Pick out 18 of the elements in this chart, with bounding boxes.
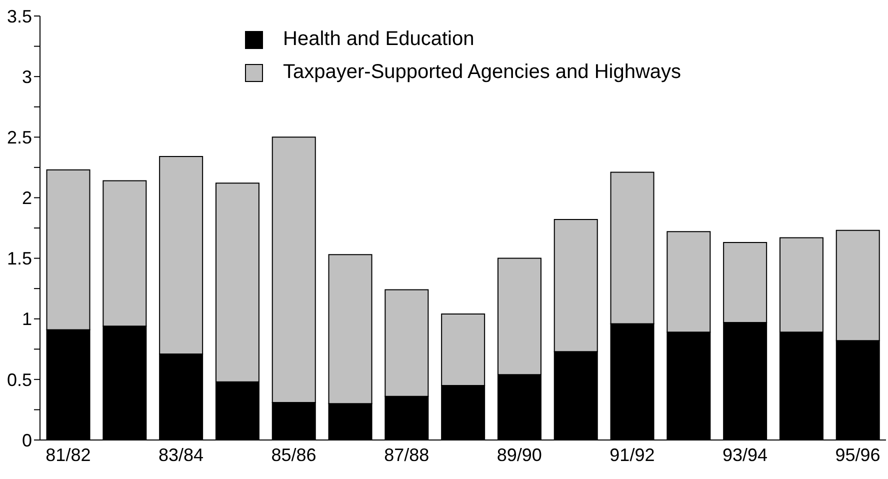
y-tick-label: 0.5: [6, 370, 32, 390]
y-tick-label: 3.5: [6, 6, 32, 26]
y-tick-label: 1: [22, 309, 32, 330]
legend-label: Health and Education: [283, 28, 474, 51]
x-tick-label: 89/90: [496, 444, 542, 465]
x-tick-label: 85/86: [271, 444, 316, 465]
x-tick-label: 93/94: [722, 444, 768, 465]
x-tick-label: 87/88: [384, 444, 430, 465]
y-tick-label: 0: [22, 430, 32, 450]
x-tick-label: 95/96: [835, 444, 880, 465]
y-tick-label: 2.5: [6, 128, 32, 148]
y-tick-label: 3: [22, 66, 32, 87]
y-tick-label: 1.5: [6, 248, 32, 269]
legend-label: Taxpayer-Supported Agencies and Highways: [283, 61, 682, 84]
x-tick-label: 91/92: [610, 444, 655, 465]
x-tick-label: 83/84: [158, 444, 204, 465]
y-tick-label: 2: [22, 188, 32, 208]
x-tick-label: 81/82: [46, 444, 91, 465]
